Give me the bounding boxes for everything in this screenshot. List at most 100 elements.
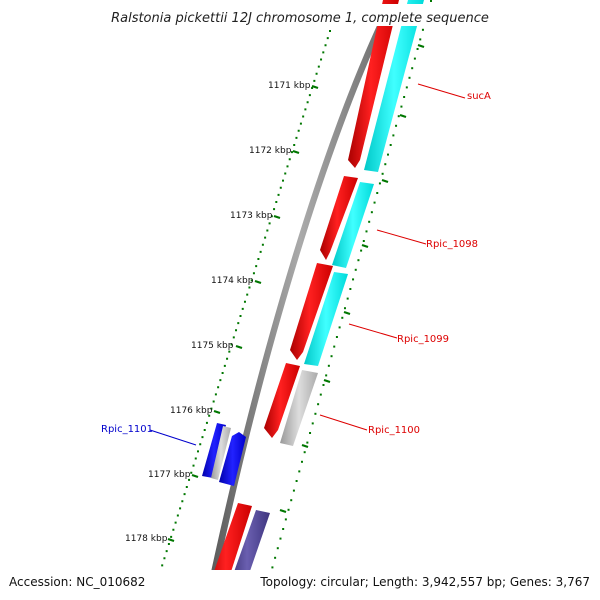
inner-dot bbox=[360, 249, 363, 252]
scale-dot bbox=[277, 193, 280, 196]
inner-dot bbox=[298, 470, 301, 473]
inner-dot bbox=[279, 537, 282, 540]
gene-label-sucA[interactable]: sucA bbox=[467, 91, 491, 102]
inner-major-tick bbox=[399, 113, 407, 119]
scale-dot bbox=[203, 429, 206, 431]
scale-dot bbox=[275, 201, 278, 203]
scale-dot bbox=[246, 293, 249, 296]
scale-dot bbox=[273, 208, 276, 211]
scale-dot bbox=[192, 464, 195, 467]
inner-dot bbox=[292, 489, 295, 492]
gene-label-rpic-1101[interactable]: Rpic_1101 bbox=[101, 424, 153, 435]
scale-dot bbox=[243, 300, 246, 303]
inner-dot bbox=[386, 153, 389, 156]
gene-label-rpic-1098[interactable]: Rpic_1098 bbox=[426, 239, 478, 250]
scale-dot bbox=[205, 421, 208, 424]
inner-dot bbox=[419, 38, 422, 41]
scale-dot bbox=[172, 528, 175, 531]
scale-dot bbox=[326, 37, 329, 40]
inner-dot bbox=[341, 316, 344, 319]
tick-label: 1175 kbp bbox=[191, 341, 234, 351]
scale-dot bbox=[241, 307, 244, 310]
callout-line-sucA bbox=[417, 83, 466, 99]
scale-dot bbox=[308, 94, 311, 97]
inner-dot bbox=[346, 297, 349, 300]
inner-dot bbox=[421, 28, 424, 31]
inner-dot bbox=[389, 144, 392, 146]
scale-dot bbox=[163, 557, 166, 560]
scale-dot bbox=[181, 500, 184, 503]
scale-dot bbox=[286, 165, 289, 168]
scale-dot bbox=[282, 179, 285, 182]
major-tick bbox=[254, 279, 262, 285]
scale-dot bbox=[185, 486, 188, 488]
map-title: Ralstonia pickettii 12J chromosome 1, co… bbox=[111, 11, 489, 26]
cds-rpic-1099 bbox=[290, 263, 333, 360]
scale-dot bbox=[304, 108, 307, 111]
callout-lines bbox=[149, 83, 466, 446]
scale-dot bbox=[237, 322, 240, 325]
scale-dot bbox=[199, 443, 202, 446]
inner-dot bbox=[325, 374, 328, 377]
scale-dot bbox=[250, 279, 253, 282]
scale-dot bbox=[266, 229, 269, 232]
inner-dot bbox=[370, 211, 373, 214]
scale-dot bbox=[302, 115, 305, 118]
inner-dot bbox=[290, 499, 293, 502]
scale-dot bbox=[239, 315, 242, 317]
major-tick bbox=[311, 84, 319, 90]
cds-rpic-1101-gray bbox=[211, 426, 231, 480]
inner-dot bbox=[284, 518, 287, 521]
inner-dot bbox=[303, 451, 306, 454]
accession-text: Accession: NC_010682 bbox=[9, 575, 145, 589]
scale-dot bbox=[212, 400, 215, 403]
orf-features bbox=[224, 0, 424, 600]
inner-dot bbox=[309, 432, 312, 434]
scale-dot bbox=[259, 250, 262, 253]
cds-rpic-1098 bbox=[320, 176, 358, 260]
scale-dot bbox=[320, 58, 323, 61]
scale-dot bbox=[311, 87, 314, 89]
tick-label: 1177 kbp bbox=[148, 470, 191, 480]
scale-dot bbox=[257, 258, 260, 260]
orf-frame-rpic-1098 bbox=[332, 182, 374, 268]
scale-dot bbox=[214, 393, 217, 396]
inner-dot bbox=[335, 336, 338, 338]
inner-dot bbox=[408, 76, 411, 79]
inner-dot bbox=[376, 192, 379, 194]
backbone-arc bbox=[205, 0, 396, 600]
inner-dot bbox=[373, 201, 376, 204]
scale-dot bbox=[295, 136, 298, 139]
scale-dot bbox=[217, 386, 220, 389]
scale-dot bbox=[230, 343, 233, 346]
gene-label-rpic-1100[interactable]: Rpic_1100 bbox=[368, 425, 420, 436]
inner-dot bbox=[392, 134, 395, 137]
gene-label-rpic-1099[interactable]: Rpic_1099 bbox=[397, 334, 449, 345]
major-tick bbox=[191, 473, 199, 479]
inner-dot bbox=[384, 163, 387, 166]
inner-dot bbox=[343, 307, 346, 310]
inner-dot bbox=[357, 259, 360, 262]
title-background bbox=[95, 4, 505, 26]
inner-major-tick bbox=[361, 243, 369, 249]
scale-dot bbox=[248, 286, 251, 289]
cds-sucA bbox=[348, 0, 399, 168]
scale-dot bbox=[324, 44, 327, 47]
inner-dot bbox=[333, 345, 336, 348]
scale-dot bbox=[293, 144, 296, 146]
tick-label: 1174 kbp bbox=[211, 276, 254, 286]
scale-dot bbox=[297, 129, 300, 132]
footer-background bbox=[0, 570, 600, 600]
scale-dot bbox=[167, 543, 170, 545]
callout-line-rpic-1098 bbox=[376, 229, 427, 245]
inner-dot bbox=[416, 48, 419, 50]
scale-dot bbox=[170, 535, 173, 538]
inner-dot bbox=[368, 220, 371, 223]
gene-labels: sucA Rpic_1098 Rpic_1099 Rpic_1100 Rpic_… bbox=[101, 91, 491, 436]
callout-line-rpic-1100 bbox=[319, 414, 368, 431]
orf-frame-sucA bbox=[364, 0, 424, 172]
inner-dot bbox=[381, 172, 384, 175]
inner-dot bbox=[311, 422, 314, 425]
scale-dot bbox=[221, 372, 224, 374]
